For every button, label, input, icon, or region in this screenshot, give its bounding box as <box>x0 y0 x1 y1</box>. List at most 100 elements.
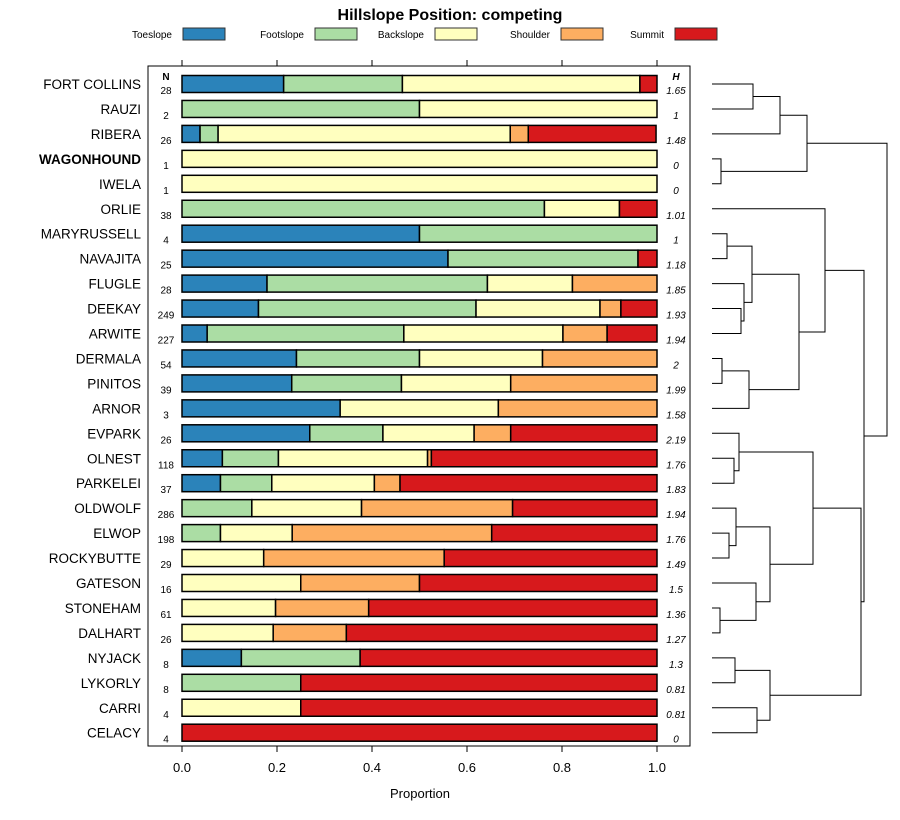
h-value: 1.36 <box>666 610 686 621</box>
h-value: 1.94 <box>666 336 686 347</box>
bar-row: RIBERA 26 1.48 <box>91 124 686 147</box>
bar-segment-summit <box>639 74 658 94</box>
bar-segment-summit <box>300 698 658 717</box>
bar-segment-shoulder <box>497 399 658 418</box>
bar-segment-backslope <box>181 149 658 169</box>
bar-segment-footslope <box>309 424 384 443</box>
dendrogram-branch <box>712 283 745 322</box>
n-value: 29 <box>160 560 172 571</box>
bar-segment-footslope <box>181 498 253 518</box>
dendrogram-branch <box>712 582 757 621</box>
row-label: ARWITE <box>89 327 141 342</box>
bar-segment-footslope <box>206 324 405 343</box>
h-value: 1.76 <box>666 460 686 471</box>
h-value: 0 <box>673 186 679 197</box>
h-value: 1.48 <box>666 136 686 147</box>
row-label: PINITOS <box>87 376 141 391</box>
row-label: ROCKYBUTTE <box>49 551 141 566</box>
dendrogram-branch <box>712 370 750 409</box>
n-value: 38 <box>160 211 172 222</box>
legend-label: Footslope <box>260 30 304 41</box>
bar-row: LYKORLY 8 0.81 <box>81 673 686 696</box>
bar-segment-backslope <box>382 424 475 443</box>
bar-row: ARNOR 3 1.58 <box>92 399 686 421</box>
bar-segment-toeslope <box>181 299 260 318</box>
dendrogram-branch <box>712 507 737 547</box>
dendrogram <box>712 83 888 734</box>
h-value: 1.76 <box>666 535 686 546</box>
bar-segment-summit <box>367 598 658 618</box>
plot-frame <box>147 65 691 747</box>
x-tick-label: 0.0 <box>173 760 191 775</box>
row-label: OLDWOLF <box>74 501 141 516</box>
dendrogram-branch <box>712 158 722 185</box>
legend: Toeslope Footslope Backslope Shoulder Summit <box>132 27 718 41</box>
bar-row: CARRI 4 0.81 <box>99 698 686 721</box>
bar-segment-backslope <box>181 623 274 643</box>
bar-segment-summit <box>490 523 658 543</box>
legend-swatch <box>182 27 226 41</box>
row-label: CARRI <box>99 701 141 716</box>
legend-label: Backslope <box>378 30 425 41</box>
legend-label: Toeslope <box>132 30 172 41</box>
n-value: 118 <box>158 460 174 471</box>
dendrogram-branch <box>712 532 730 559</box>
bar-segment-summit <box>606 324 658 343</box>
bar-segment-footslope <box>199 124 219 144</box>
bar-segment-backslope <box>401 74 641 94</box>
row-label: OLNEST <box>87 451 141 466</box>
bar-segment-summit <box>359 648 658 668</box>
bar-row: ELWOP 198 1.76 <box>93 523 686 546</box>
h-header: H <box>672 72 680 83</box>
legend-label: Shoulder <box>510 30 551 41</box>
row-label: LYKORLY <box>81 676 141 691</box>
row-label: IWELA <box>99 177 141 192</box>
h-value: 0 <box>673 735 679 746</box>
bar-row: PINITOS 39 1.99 <box>87 374 686 396</box>
bar-segment-backslope <box>181 598 277 618</box>
h-value: 1.94 <box>666 510 686 521</box>
bar-segment-toeslope <box>181 449 224 468</box>
top-ticks <box>181 60 658 66</box>
row-label: FLUGLE <box>88 277 141 292</box>
bar-row: DALHART 26 1.27 <box>78 623 686 646</box>
row-label: FORT COLLINS <box>43 77 141 92</box>
n-header: N <box>162 72 169 83</box>
h-value: 0.81 <box>666 710 685 721</box>
bar-segment-shoulder <box>291 523 493 543</box>
h-value: 1.83 <box>666 485 686 496</box>
dendrogram-branch <box>735 669 771 721</box>
bar-segment-footslope <box>266 274 489 293</box>
bar-segment-shoulder <box>262 548 445 568</box>
bar-segment-summit <box>443 548 658 568</box>
dendrogram-branch <box>712 707 758 734</box>
row-label: ORLIE <box>100 202 141 217</box>
n-value: 37 <box>160 485 172 496</box>
n-value: 1 <box>163 186 169 197</box>
row-label: DERMALA <box>76 351 141 366</box>
chart-title: Hillslope Position: competing <box>338 7 563 24</box>
bar-segment-backslope <box>217 124 511 144</box>
n-value: 4 <box>163 735 169 746</box>
row-label: EVPARK <box>87 426 141 441</box>
bar-segment-shoulder <box>562 324 608 343</box>
dendrogram-branch <box>727 245 753 303</box>
dendrogram-branch <box>712 233 728 260</box>
dendrogram-branch <box>739 451 814 565</box>
h-value: 1.85 <box>666 286 686 297</box>
n-value: 4 <box>163 710 169 721</box>
bar-segment-shoulder <box>373 473 401 493</box>
n-value: 25 <box>160 261 172 272</box>
row-label: PARKELEI <box>76 476 141 491</box>
bar-segment-footslope <box>295 349 421 368</box>
n-value: 54 <box>160 360 172 371</box>
n-value: 39 <box>160 385 172 396</box>
x-tick-label: 0.2 <box>268 760 286 775</box>
bar-segment-footslope <box>181 673 302 693</box>
dendrogram-branch <box>712 657 736 684</box>
bar-segment-toeslope <box>181 399 341 418</box>
bar-segment-summit <box>618 199 658 218</box>
h-value: 1.27 <box>666 635 686 646</box>
bar-segment-toeslope <box>181 648 243 668</box>
h-value: 1 <box>673 236 679 247</box>
